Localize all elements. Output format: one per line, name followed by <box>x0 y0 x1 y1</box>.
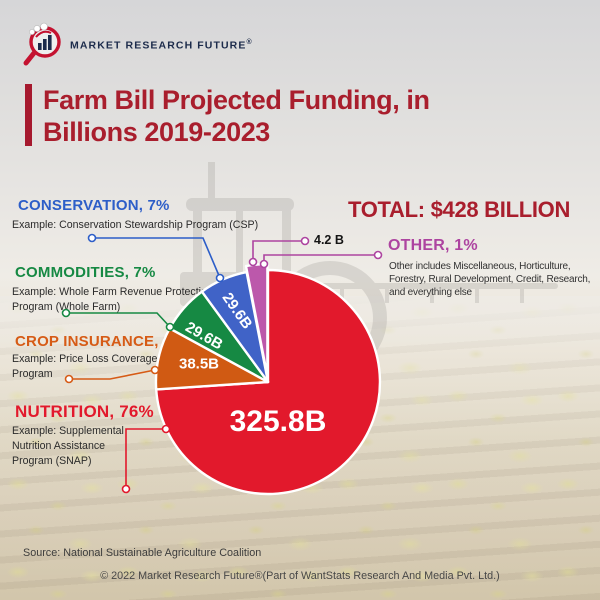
leader-commodities <box>61 308 175 332</box>
nutrition-value-label: 325.8B <box>229 405 327 438</box>
registered-mark: ® <box>246 38 253 46</box>
title-accent-bar <box>25 84 32 146</box>
other-label: OTHER, 1% <box>388 237 478 254</box>
other-description-line: Other includes Miscellaneous, Horticultu… <box>389 261 571 272</box>
other-description-line: and everything else <box>389 287 472 298</box>
leader-conservation <box>87 233 225 283</box>
title-line-1: Farm Bill Projected Funding, in <box>43 85 430 115</box>
crop-insurance-value-label: 38.5B <box>178 355 220 373</box>
commodities-example: Example: Whole Farm Revenue Protection P… <box>12 286 213 313</box>
brand-logo: MARKET RESEARCH FUTURE® <box>22 22 253 68</box>
source-note: Source: National Sustainable Agriculture… <box>23 547 262 559</box>
copyright-note: © 2022 Market Research Future®(Part of W… <box>100 570 500 582</box>
conservation-label: CONSERVATION, 7% <box>18 197 170 214</box>
nutrition-example-line: Example: Supplemental <box>12 425 124 437</box>
total-funding-label: TOTAL: $428 BILLION <box>348 197 571 222</box>
leader-other-value <box>248 236 310 267</box>
nutrition-example: Example: Supplemental Nutrition Assistan… <box>12 424 192 469</box>
crop-insurance-example: Example: Price Loss Coverage Program <box>12 353 158 380</box>
other-description: Other includes Miscellaneous, Horticultu… <box>389 260 590 299</box>
other-value-label: 4.2 B <box>314 233 344 247</box>
title-line-2: Billions 2019-2023 <box>43 117 270 147</box>
nutrition-example-line: Nutrition Assistance <box>12 440 106 452</box>
commodities-label: COMMODITIES, 7% <box>15 264 156 281</box>
conservation-example: Example: Conservation Stewardship Progra… <box>12 219 259 231</box>
brand-name: MARKET RESEARCH FUTURE® <box>70 39 253 52</box>
crop-insurance-label: CROP INSURANCE, 9% <box>15 333 186 350</box>
brand-name-text: MARKET RESEARCH FUTURE <box>70 39 247 52</box>
page-title: Farm Bill Projected Funding, in Billions… <box>43 84 430 148</box>
other-description-line: Forestry, Rural Development, Credit, Res… <box>389 274 591 285</box>
title-block: Farm Bill Projected Funding, in Billions… <box>25 84 430 148</box>
leader-crop-insurance <box>64 365 160 384</box>
magnifier-chart-icon <box>23 22 61 66</box>
leader-nutrition <box>121 424 171 494</box>
nutrition-example-line: Program (SNAP) <box>12 455 92 467</box>
leader-other <box>259 250 383 269</box>
nutrition-label: NUTRITION, 76% <box>15 402 154 421</box>
